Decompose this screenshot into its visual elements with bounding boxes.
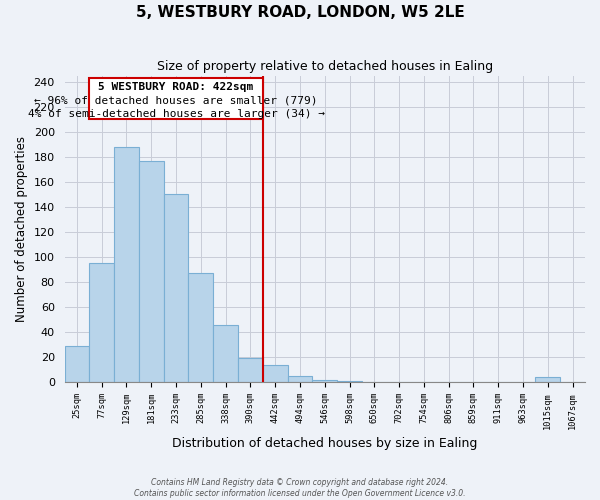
Bar	[535, 377, 560, 382]
Bar	[287, 376, 313, 382]
Bar	[114, 147, 139, 382]
Title: Size of property relative to detached houses in Ealing: Size of property relative to detached ho…	[157, 60, 493, 73]
Text: 5 WESTBURY ROAD: 422sqm: 5 WESTBURY ROAD: 422sqm	[98, 82, 254, 92]
Bar	[188, 274, 213, 382]
Bar	[313, 380, 337, 382]
Y-axis label: Number of detached properties: Number of detached properties	[15, 136, 28, 322]
FancyBboxPatch shape	[89, 78, 263, 120]
Bar	[238, 358, 263, 382]
Text: 5, WESTBURY ROAD, LONDON, W5 2LE: 5, WESTBURY ROAD, LONDON, W5 2LE	[136, 5, 464, 20]
Bar	[65, 346, 89, 382]
Bar	[89, 264, 114, 382]
Bar	[337, 381, 362, 382]
Bar	[263, 364, 287, 382]
Bar	[213, 324, 238, 382]
Bar	[139, 160, 164, 382]
Text: 4% of semi-detached houses are larger (34) →: 4% of semi-detached houses are larger (3…	[28, 110, 325, 120]
Text: ← 96% of detached houses are smaller (779): ← 96% of detached houses are smaller (77…	[34, 96, 318, 106]
Bar	[164, 194, 188, 382]
X-axis label: Distribution of detached houses by size in Ealing: Distribution of detached houses by size …	[172, 437, 478, 450]
Text: Contains HM Land Registry data © Crown copyright and database right 2024.
Contai: Contains HM Land Registry data © Crown c…	[134, 478, 466, 498]
